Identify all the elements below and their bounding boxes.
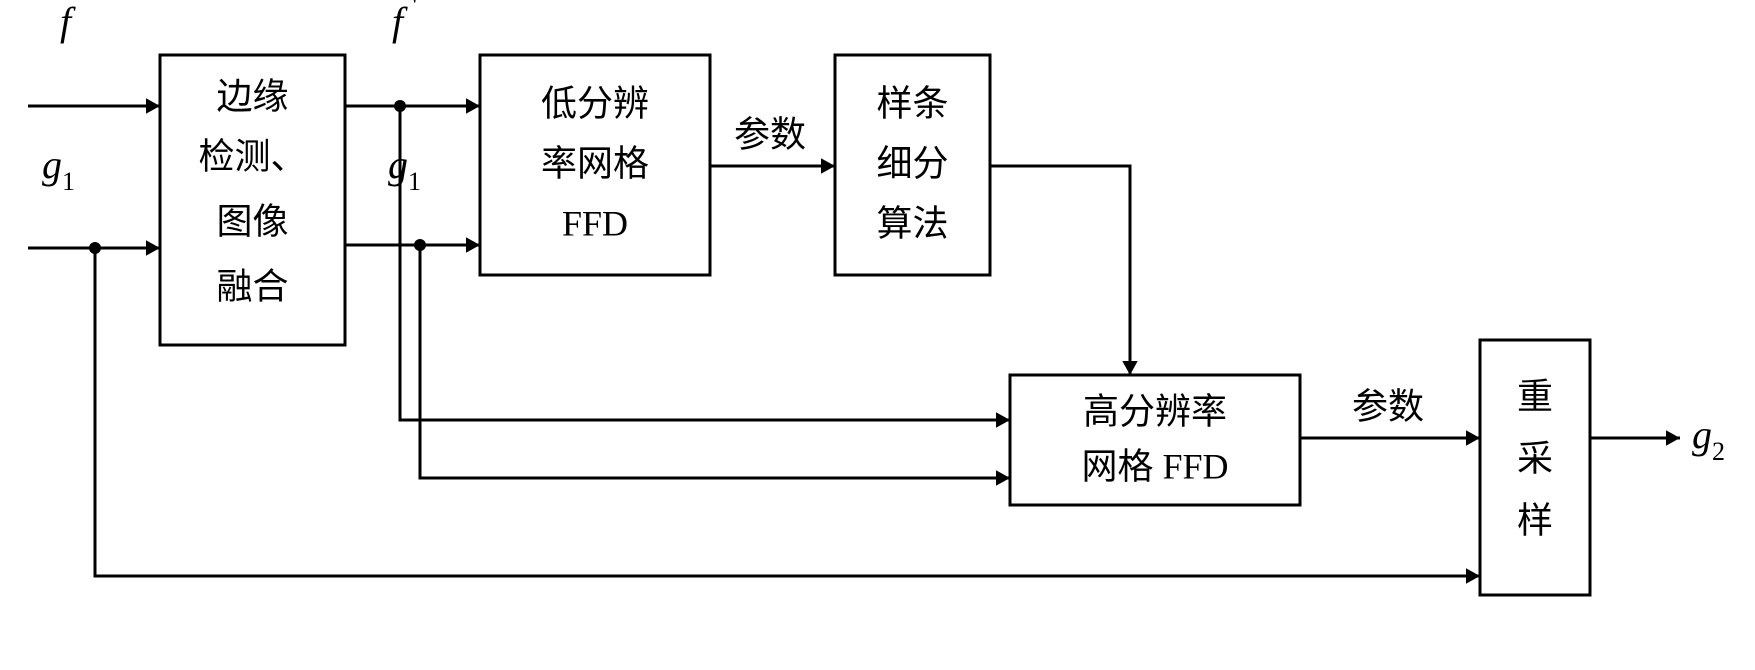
flow-edge	[990, 166, 1130, 375]
flow-edge	[420, 245, 1010, 478]
node-low_ffd-line2: FFD	[562, 203, 628, 243]
junction-dot	[89, 242, 101, 254]
var-label-g1_mid: g1	[388, 142, 421, 196]
arrow-head	[1466, 568, 1480, 583]
node-edge_fusion-line0: 边缘	[216, 76, 288, 116]
arrow-head	[146, 98, 160, 113]
svg-text:f: f	[392, 0, 408, 44]
arrow-head	[466, 98, 480, 113]
arrow-head	[1666, 430, 1680, 445]
node-resample-line0: 重	[1517, 376, 1553, 416]
arrow-head	[996, 470, 1010, 485]
node-low_ffd-line1: 率网格	[541, 143, 649, 183]
node-resample-line1: 采	[1517, 438, 1553, 478]
svg-text:g: g	[388, 142, 408, 187]
arrow-head	[1122, 361, 1137, 375]
svg-text:1: 1	[62, 167, 75, 196]
flow-edge	[95, 248, 1480, 576]
node-high_ffd-line0: 高分辨率	[1083, 391, 1227, 431]
node-resample-line2: 样	[1517, 500, 1553, 540]
arrow-head	[146, 240, 160, 255]
var-label-g1_left: g1	[42, 142, 75, 196]
edge-label-params2: 参数	[1352, 386, 1424, 426]
node-edge_fusion-line2: 图像	[216, 201, 288, 241]
arrow-head	[821, 158, 835, 173]
svg-text:2: 2	[1712, 437, 1725, 466]
node-edge_fusion-line3: 融合	[216, 266, 288, 306]
node-high_ffd-line1: 网格 FFD	[1081, 446, 1228, 486]
var-label-f: f	[60, 0, 76, 44]
edge-label-params1: 参数	[734, 114, 806, 154]
junction-dot	[394, 100, 406, 112]
svg-text:g: g	[1692, 412, 1712, 457]
var-label-f_prime: f'	[392, 0, 417, 44]
svg-text:f: f	[60, 0, 76, 44]
arrow-head	[466, 237, 480, 252]
junction-dot	[414, 239, 426, 251]
node-low_ffd-line0: 低分辨	[541, 83, 649, 123]
arrow-head	[1466, 430, 1480, 445]
var-label-g2: g2	[1692, 412, 1725, 466]
node-spline-line1: 细分	[876, 143, 948, 183]
svg-text:': '	[412, 0, 417, 22]
arrow-head	[996, 412, 1010, 427]
node-spline-line0: 样条	[876, 83, 948, 123]
node-edge_fusion-line1: 检测、	[198, 136, 306, 176]
svg-text:1: 1	[408, 167, 421, 196]
svg-text:g: g	[42, 142, 62, 187]
node-spline-line2: 算法	[876, 203, 948, 243]
